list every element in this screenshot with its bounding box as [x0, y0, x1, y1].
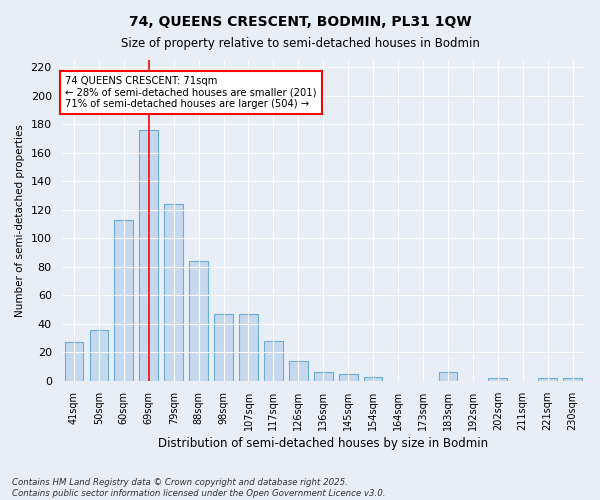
Bar [289, 361, 308, 381]
Bar [563, 378, 582, 381]
Bar [264, 341, 283, 381]
Bar [538, 378, 557, 381]
Bar [139, 130, 158, 381]
Bar [439, 372, 457, 381]
Text: 74, QUEENS CRESCENT, BODMIN, PL31 1QW: 74, QUEENS CRESCENT, BODMIN, PL31 1QW [128, 15, 472, 29]
Y-axis label: Number of semi-detached properties: Number of semi-detached properties [15, 124, 25, 317]
Text: 74 QUEENS CRESCENT: 71sqm
← 28% of semi-detached houses are smaller (201)
71% of: 74 QUEENS CRESCENT: 71sqm ← 28% of semi-… [65, 76, 317, 109]
Bar [339, 374, 358, 381]
Bar [488, 378, 507, 381]
Bar [314, 372, 332, 381]
Bar [164, 204, 183, 381]
Bar [115, 220, 133, 381]
Bar [239, 314, 258, 381]
Text: Contains HM Land Registry data © Crown copyright and database right 2025.
Contai: Contains HM Land Registry data © Crown c… [12, 478, 386, 498]
Text: Size of property relative to semi-detached houses in Bodmin: Size of property relative to semi-detach… [121, 38, 479, 51]
Bar [65, 342, 83, 381]
Bar [214, 314, 233, 381]
Bar [364, 376, 382, 381]
Bar [89, 330, 108, 381]
X-axis label: Distribution of semi-detached houses by size in Bodmin: Distribution of semi-detached houses by … [158, 437, 488, 450]
Bar [189, 261, 208, 381]
